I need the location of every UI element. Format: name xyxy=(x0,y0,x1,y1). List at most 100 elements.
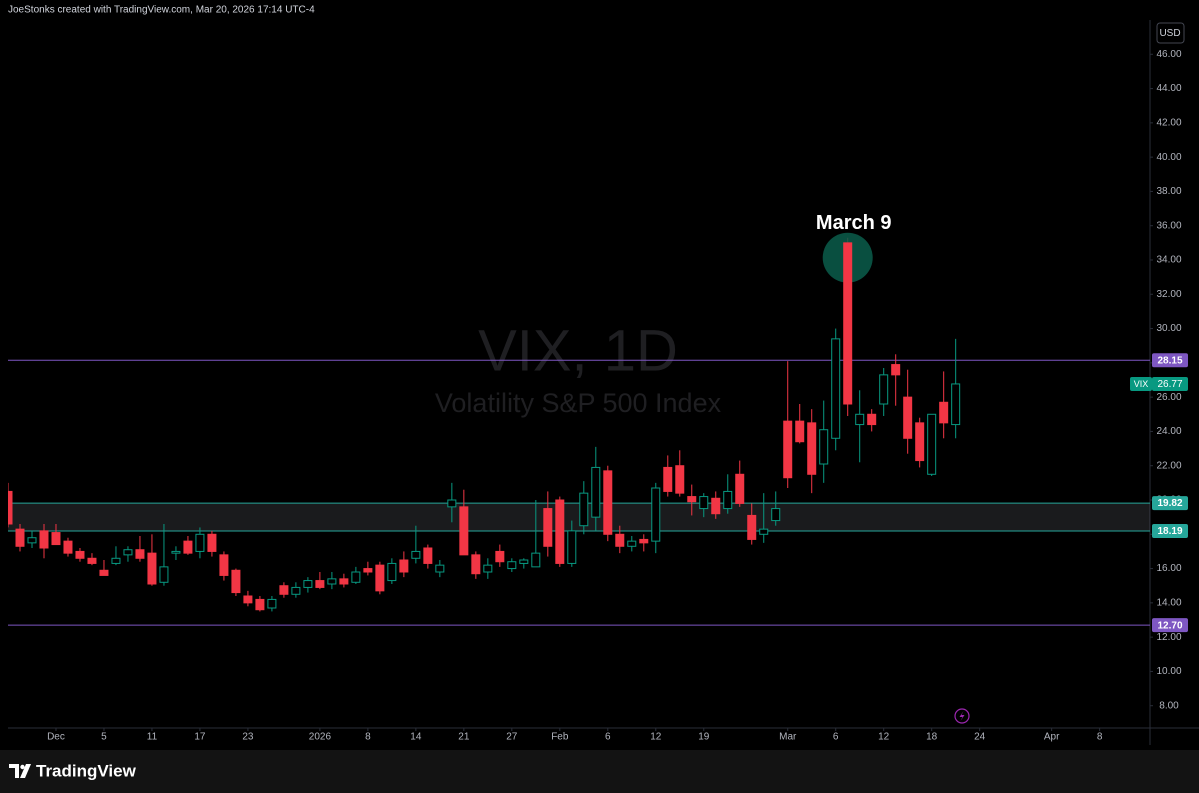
candle-body xyxy=(519,559,529,564)
candle-body xyxy=(75,550,85,559)
candle-body xyxy=(699,496,709,510)
candle-body xyxy=(255,598,265,611)
y-tick-label: 40.00 xyxy=(1156,152,1181,163)
x-tick-label: 12 xyxy=(650,732,662,743)
watermark-subtitle: Volatility S&P 500 Index xyxy=(435,388,722,418)
x-tick-label: Mar xyxy=(779,732,797,743)
y-tick-label: 26.00 xyxy=(1156,392,1181,403)
candle-body xyxy=(795,420,805,443)
candle-body xyxy=(831,338,841,439)
header-bar xyxy=(0,0,1199,20)
level-tag xyxy=(1152,618,1188,633)
x-tick-label: 27 xyxy=(506,732,518,743)
candle-body xyxy=(171,550,181,554)
brand: TradingView xyxy=(36,761,137,780)
candle-body xyxy=(315,580,325,588)
y-tick-label: 42.00 xyxy=(1156,117,1181,128)
candle-body xyxy=(195,533,205,552)
candle-body xyxy=(483,564,493,573)
y-tick-label: 14.00 xyxy=(1156,597,1181,608)
x-tick-label: 6 xyxy=(605,732,611,743)
candle-body xyxy=(51,532,61,546)
candle-body xyxy=(615,533,625,547)
candle-body xyxy=(27,537,37,544)
currency-box[interactable] xyxy=(1156,22,1185,44)
y-tick-label: 46.00 xyxy=(1156,49,1181,60)
candle-body xyxy=(855,413,865,426)
candle-body xyxy=(747,514,757,540)
x-tick-label: 8 xyxy=(365,732,371,743)
footer-bar xyxy=(0,750,1199,793)
candle-body xyxy=(807,422,817,475)
y-tick-label: 32.00 xyxy=(1156,289,1181,300)
candle-body xyxy=(759,528,769,535)
candle-body xyxy=(243,595,253,604)
alert-bolt[interactable] xyxy=(959,711,965,721)
candle-body xyxy=(915,422,925,462)
y-tick-label: 34.00 xyxy=(1156,255,1181,266)
candle-body xyxy=(603,470,613,535)
candle-body xyxy=(903,396,913,439)
y-tick-label: 22.00 xyxy=(1156,460,1181,471)
x-tick-label: 11 xyxy=(147,732,158,743)
last-price-tag xyxy=(1152,376,1188,391)
candle-body xyxy=(267,598,277,609)
x-tick-label: 14 xyxy=(410,732,422,743)
y-tick-label: 16.00 xyxy=(1156,563,1181,574)
last-name: VIX xyxy=(1134,379,1149,389)
level-label: 28.15 xyxy=(1157,355,1182,366)
candle-body xyxy=(387,562,397,582)
candle-body xyxy=(63,540,73,554)
candle-body xyxy=(735,473,745,504)
y-tick-label: 36.00 xyxy=(1156,220,1181,231)
level-tag xyxy=(1152,496,1188,511)
candle-body xyxy=(87,557,97,564)
y-tick-label: 8.00 xyxy=(1159,700,1179,711)
candle-body xyxy=(507,561,517,570)
alert-ring[interactable] xyxy=(954,708,970,724)
level-tag xyxy=(1152,353,1188,368)
candle-body xyxy=(231,569,241,594)
candle-body xyxy=(879,374,889,405)
candle-body xyxy=(15,528,25,547)
x-tick-label: 23 xyxy=(242,732,254,743)
candle-body xyxy=(447,499,457,508)
x-tick-label: 12 xyxy=(878,732,890,743)
candle-body xyxy=(471,554,481,575)
candle-body xyxy=(819,429,829,465)
candle-body xyxy=(363,568,373,573)
brand-logo xyxy=(9,764,31,778)
candle-body xyxy=(675,465,685,494)
x-tick-label: 21 xyxy=(458,732,470,743)
last-name-tag xyxy=(1130,376,1152,391)
candle-body xyxy=(531,552,541,568)
candle-body xyxy=(663,466,673,492)
candle-body xyxy=(219,554,229,576)
candle-body xyxy=(291,586,301,595)
y-tick-label: 10.00 xyxy=(1156,666,1181,677)
candle-body xyxy=(183,540,193,554)
candle-body xyxy=(783,420,793,479)
y-tick-label: 38.00 xyxy=(1156,186,1181,197)
level-label: 19.82 xyxy=(1157,498,1182,509)
candle-body xyxy=(843,242,853,405)
level-tag xyxy=(1152,524,1188,539)
candle-body xyxy=(579,492,589,527)
alert-icon[interactable] xyxy=(954,708,970,724)
y-tick-label: 30.00 xyxy=(1156,323,1181,334)
candle-body xyxy=(567,530,577,564)
x-tick-label: 24 xyxy=(974,732,986,743)
candle-body xyxy=(399,559,409,573)
candle-body xyxy=(627,540,637,547)
candle-body xyxy=(939,401,949,424)
currency[interactable]: USD xyxy=(1159,28,1180,39)
level-label: 12.70 xyxy=(1157,620,1182,631)
candle-body xyxy=(423,547,433,564)
candle-body xyxy=(651,487,661,542)
candle-body xyxy=(555,499,565,564)
x-tick-label: Feb xyxy=(551,732,569,743)
candle-body xyxy=(435,564,445,573)
candle-body xyxy=(99,569,109,576)
